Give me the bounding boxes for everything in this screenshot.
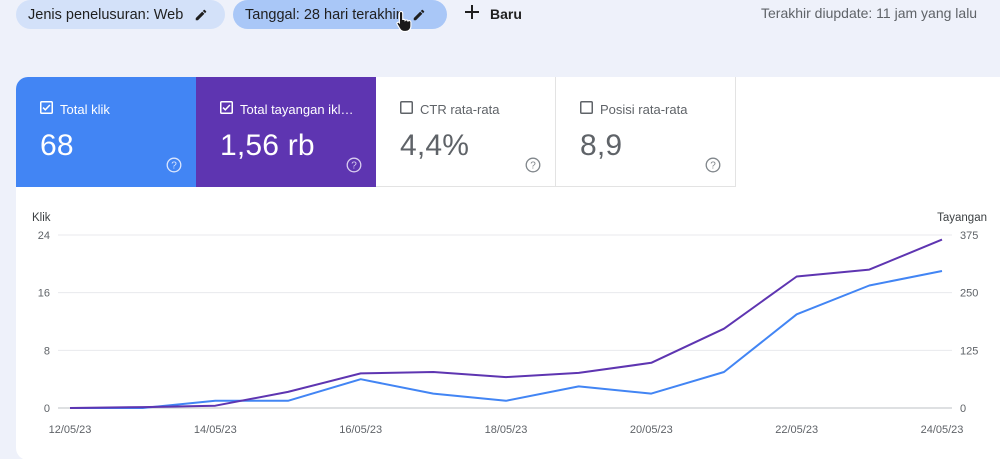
checkbox-checked-icon[interactable] [220, 101, 233, 117]
left-axis-tick-label: 16 [38, 288, 50, 300]
checkbox-unchecked-icon[interactable] [580, 101, 593, 117]
help-icon[interactable]: ? [346, 157, 362, 178]
metric-label: Total tayangan ikl… [240, 101, 354, 117]
right-axis-tick-label: 250 [960, 288, 978, 300]
date-filter-label: Tanggal: 28 hari terakhir [245, 6, 401, 23]
left-axis-tick-label: 0 [44, 403, 50, 415]
help-icon[interactable]: ? [705, 157, 721, 178]
right-axis-tick-label: 125 [960, 345, 978, 357]
svg-text:?: ? [171, 161, 177, 172]
search-type-filter-chip[interactable]: Jenis penelusuran: Web [16, 0, 225, 29]
metric-value: 4,4% [400, 129, 470, 162]
svg-text:?: ? [710, 161, 716, 172]
x-axis-tick-label: 14/05/23 [194, 424, 237, 436]
left-axis-title: Klik [32, 212, 51, 224]
clicks-series-line [70, 270, 943, 409]
add-filter-label: Baru [490, 6, 522, 22]
checkbox-checked-icon[interactable] [40, 101, 53, 117]
metric-card-total-impressions[interactable]: Total tayangan ikl… 1,56 rb ? [196, 77, 376, 187]
checkbox-unchecked-icon[interactable] [400, 101, 413, 117]
metric-card-average-ctr[interactable]: CTR rata-rata 4,4% ? [376, 77, 556, 187]
x-axis-tick-label: 18/05/23 [485, 424, 528, 436]
right-axis-tick-label: 375 [960, 230, 978, 242]
svg-text:?: ? [351, 161, 357, 172]
search-type-filter-label: Jenis penelusuran: Web [28, 6, 184, 23]
metric-card-total-clicks[interactable]: Total klik 68 ? [16, 77, 196, 187]
help-icon[interactable]: ? [525, 157, 541, 178]
metric-label: CTR rata-rata [420, 101, 500, 117]
x-axis-tick-label: 16/05/23 [339, 424, 382, 436]
svg-text:?: ? [530, 161, 536, 172]
date-filter-chip[interactable]: Tanggal: 28 hari terakhir [233, 0, 447, 29]
right-axis-title: Tayangan [937, 212, 987, 224]
metric-card-average-position[interactable]: Posisi rata-rata 8,9 ? [556, 77, 736, 187]
metric-value: 1,56 rb [220, 129, 315, 162]
add-filter-button[interactable]: Baru [464, 2, 522, 26]
metric-label: Posisi rata-rata [600, 101, 688, 117]
hand-cursor-icon [396, 10, 414, 37]
metric-value: 8,9 [580, 129, 623, 162]
metric-value: 68 [40, 129, 74, 162]
left-axis-tick-label: 24 [38, 230, 50, 242]
x-axis-tick-label: 22/05/23 [775, 424, 818, 436]
last-updated-text: Terakhir diupdate: 11 jam yang lalu [761, 5, 978, 21]
metric-label: Total klik [60, 101, 110, 117]
right-axis-tick-label: 0 [960, 403, 966, 415]
x-axis-tick-label: 20/05/23 [630, 424, 673, 436]
left-axis-tick-label: 8 [44, 345, 50, 357]
edit-pencil-icon [194, 8, 208, 22]
impressions-series-line [69, 238, 943, 409]
x-axis-tick-label: 24/05/23 [921, 424, 964, 436]
help-icon[interactable]: ? [166, 157, 182, 178]
edit-pencil-icon [412, 8, 426, 22]
plus-icon [464, 4, 480, 24]
x-axis-tick-label: 12/05/23 [49, 424, 92, 436]
performance-panel: Total klik 68 ? Total tayangan ikl… 1,56… [16, 77, 1000, 459]
